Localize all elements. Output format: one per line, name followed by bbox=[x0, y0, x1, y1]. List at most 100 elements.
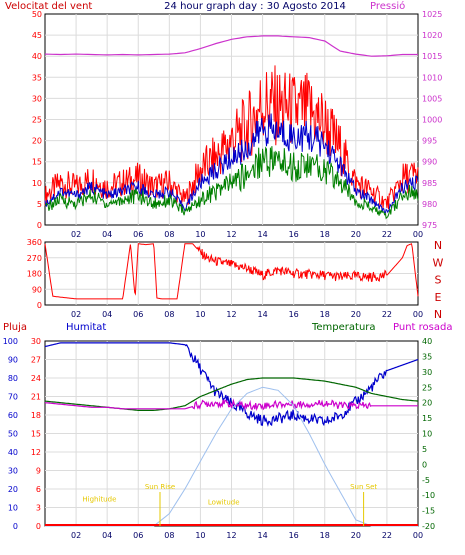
pressure-y-tick: 980 bbox=[422, 200, 437, 209]
pressure-y-tick: 1020 bbox=[422, 31, 442, 40]
humidity-y-tick: 60 bbox=[8, 411, 18, 420]
temperature-y-tick: -5 bbox=[422, 476, 430, 485]
wind-time-tick: 06 bbox=[133, 230, 143, 239]
direction-time-tick: 12 bbox=[226, 310, 236, 319]
climate-time-tick: 18 bbox=[320, 531, 330, 540]
wind-y-tick: 15 bbox=[32, 158, 42, 167]
pressure-y-tick: 1005 bbox=[422, 94, 442, 103]
rain-label: Pluja bbox=[3, 322, 27, 333]
direction-time-tick: 04 bbox=[102, 310, 112, 319]
temperature-y-tick: 5 bbox=[422, 445, 427, 454]
temperature-y-tick: -15 bbox=[422, 507, 435, 516]
sun-annotation: Highitude bbox=[82, 495, 116, 503]
wind-y-tick: 45 bbox=[32, 31, 42, 40]
rain-y-tick: 12 bbox=[31, 448, 41, 457]
temperature-label: Temperatura bbox=[311, 322, 376, 333]
rain-y-tick: 9 bbox=[36, 467, 41, 476]
rain-y-tick: 24 bbox=[31, 374, 41, 383]
temperature-y-tick: -10 bbox=[422, 491, 435, 500]
pressure-y-tick: 990 bbox=[422, 158, 437, 167]
humidity-y-tick: 80 bbox=[8, 374, 18, 383]
sun-annotation: Sun Rise bbox=[145, 483, 175, 491]
wind-axis-label: Velocitat del vent bbox=[5, 1, 92, 12]
direction-time-tick: 08 bbox=[164, 310, 174, 319]
humidity-y-tick: 40 bbox=[8, 448, 18, 457]
direction-compass-label: E bbox=[435, 291, 442, 304]
direction-compass-label: N bbox=[434, 308, 442, 321]
rain-y-tick: 6 bbox=[36, 485, 41, 494]
climate-series-dewpoint bbox=[44, 398, 418, 412]
direction-time-tick: 18 bbox=[320, 310, 330, 319]
climate-time-tick: 16 bbox=[289, 531, 299, 540]
pressure-y-tick: 995 bbox=[422, 137, 437, 146]
humidity-y-tick: 20 bbox=[8, 485, 18, 494]
wind-series-average bbox=[44, 113, 419, 214]
pressure-axis-label: Pressió bbox=[370, 0, 405, 12]
humidity-y-tick: 50 bbox=[8, 430, 18, 439]
direction-time-tick: 22 bbox=[382, 310, 392, 319]
wind-y-tick: 25 bbox=[32, 116, 42, 125]
temperature-y-tick: 40 bbox=[422, 337, 432, 346]
pressure-y-tick: 1010 bbox=[422, 73, 442, 82]
rain-y-tick: 3 bbox=[36, 504, 41, 513]
temperature-y-tick: -20 bbox=[422, 522, 435, 531]
wind-y-tick: 35 bbox=[32, 73, 42, 82]
direction-time-tick: 20 bbox=[351, 310, 361, 319]
chart-title: 24 hour graph day : 30 Agosto 2014 bbox=[164, 1, 346, 12]
rain-y-tick: 30 bbox=[31, 337, 41, 346]
pressure-y-tick: 975 bbox=[422, 221, 437, 230]
wind-time-tick: 08 bbox=[164, 230, 174, 239]
wind-y-tick: 40 bbox=[32, 52, 42, 61]
direction-y-tick: 90 bbox=[32, 285, 42, 294]
wind-y-tick: 30 bbox=[32, 94, 42, 103]
wind-y-tick: 0 bbox=[37, 221, 42, 230]
climate-time-tick: 02 bbox=[71, 531, 81, 540]
pressure-y-tick: 1000 bbox=[422, 116, 442, 125]
rain-y-tick: 0 bbox=[36, 522, 41, 531]
humidity-y-tick: 10 bbox=[8, 504, 18, 513]
sun-annotation: Lowitude bbox=[208, 498, 240, 506]
dewpoint-label: Punt rosada bbox=[393, 322, 452, 333]
direction-y-tick: 0 bbox=[37, 301, 42, 310]
direction-series bbox=[44, 243, 419, 300]
direction-y-tick: 180 bbox=[27, 270, 42, 279]
climate-time-tick: 10 bbox=[195, 531, 205, 540]
pressure-y-tick: 985 bbox=[422, 179, 437, 188]
rain-y-tick: 15 bbox=[31, 430, 41, 439]
rain-y-tick: 21 bbox=[31, 393, 41, 402]
direction-compass-label: N bbox=[434, 239, 442, 252]
wind-series-low bbox=[44, 146, 419, 220]
rain-y-tick: 18 bbox=[31, 411, 41, 420]
direction-time-tick: 16 bbox=[289, 310, 299, 319]
pressure-y-tick: 1015 bbox=[422, 52, 442, 61]
wind-time-tick: 02 bbox=[71, 230, 81, 239]
direction-time-tick: 02 bbox=[71, 310, 81, 319]
direction-compass-label: S bbox=[435, 274, 442, 287]
direction-compass-label: W bbox=[433, 256, 444, 269]
wind-y-tick: 50 bbox=[32, 10, 42, 19]
direction-y-tick: 270 bbox=[27, 254, 42, 263]
wind-time-tick: 00 bbox=[413, 230, 423, 239]
humidity-y-tick: 30 bbox=[8, 467, 18, 476]
climate-time-tick: 12 bbox=[226, 531, 236, 540]
pressure-y-tick: 1025 bbox=[422, 10, 442, 19]
wind-time-tick: 10 bbox=[195, 230, 205, 239]
humidity-y-tick: 70 bbox=[8, 393, 18, 402]
wind-time-tick: 16 bbox=[289, 230, 299, 239]
wind-time-tick: 18 bbox=[320, 230, 330, 239]
wind-y-tick: 10 bbox=[32, 179, 42, 188]
climate-series-humidity bbox=[44, 342, 419, 428]
humidity-label: Humitat bbox=[66, 322, 106, 333]
climate-time-tick: 06 bbox=[133, 531, 143, 540]
direction-y-tick: 360 bbox=[27, 238, 42, 247]
temperature-y-tick: 35 bbox=[422, 352, 432, 361]
climate-time-tick: 20 bbox=[351, 531, 361, 540]
humidity-y-tick: 90 bbox=[8, 356, 18, 365]
rain-y-tick: 27 bbox=[31, 356, 41, 365]
climate-time-tick: 04 bbox=[102, 531, 112, 540]
climate-time-tick: 22 bbox=[382, 531, 392, 540]
humidity-y-tick: 100 bbox=[3, 337, 18, 346]
wind-time-tick: 12 bbox=[226, 230, 236, 239]
